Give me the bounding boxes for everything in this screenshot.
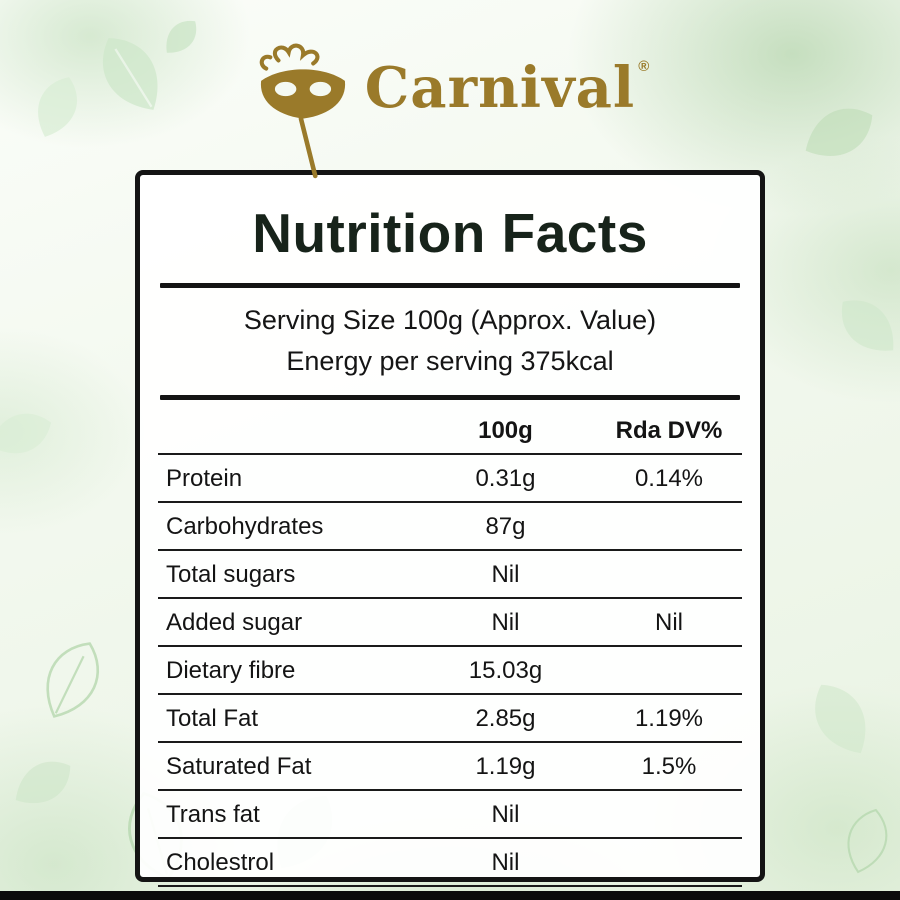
nutrient-dv: Nil [595, 598, 742, 647]
nutrient-amount: Nil [414, 838, 596, 887]
nutrient-name: Trans fat [158, 790, 415, 839]
carnival-mask-icon [259, 43, 345, 179]
nutrient-amount: Nil [414, 790, 596, 839]
nutrient-dv [595, 502, 742, 551]
nutrient-amount: 87g [414, 502, 596, 551]
nutrient-amount: Nil [414, 550, 596, 599]
leaf-outline-icon [46, 642, 100, 718]
leaf-decoration-icon [38, 77, 77, 137]
nutrient-amount: 0.31g [414, 454, 596, 503]
nutrient-name: Carbohydrates [158, 502, 415, 551]
nutrient-name: Protein [158, 454, 415, 503]
leaf-decoration-icon [15, 761, 71, 804]
nutrient-dv [595, 838, 742, 887]
nutrient-name: Saturated Fat [158, 742, 415, 791]
nutrient-dv [595, 550, 742, 599]
energy-line: Energy per serving 375kcal [286, 345, 614, 376]
table-row: Trans fat Nil [158, 790, 742, 839]
table-row: Added sugar Nil Nil [158, 598, 742, 647]
nutrient-amount: 1.19g [414, 742, 596, 791]
table-row: Dietary fibre 15.03g [158, 646, 742, 695]
nutrition-title: Nutrition Facts [252, 202, 648, 264]
title-divider [160, 283, 740, 288]
nutrient-amount: Nil [414, 598, 596, 647]
leaf-decoration-icon [805, 108, 873, 156]
brand-logo: Carnival ® [0, 34, 900, 180]
leaf-decoration-icon [166, 20, 197, 53]
nutrient-dv [595, 790, 742, 839]
bottom-edge-bar [0, 891, 900, 900]
leaf-decoration-icon [815, 684, 866, 754]
nutrient-dv: 0.14% [595, 454, 742, 503]
nutrition-facts-panel: Nutrition Facts Serving Size 100g (Appro… [135, 170, 765, 900]
table-row: Total sugars Nil [158, 550, 742, 599]
registered-trademark: ® [638, 58, 650, 75]
serving-size-line: Serving Size 100g (Approx. Value) [243, 305, 657, 335]
header-dv: Rda DV% [595, 404, 742, 455]
table-row: Cholestrol Nil [158, 838, 742, 887]
table-header-row: 100g Rda DV% [158, 404, 742, 455]
table-row: Saturated Fat 1.19g 1.5% [158, 742, 742, 791]
nutrient-dv: 1.19% [595, 694, 742, 743]
nutrient-amount: 15.03g [414, 646, 596, 695]
header-blank [158, 404, 415, 455]
table-row: Carbohydrates 87g [158, 502, 742, 551]
nutrient-name: Added sugar [158, 598, 415, 647]
leaf-outline-icon [847, 808, 888, 874]
table-row: Protein 0.31g 0.14% [158, 454, 742, 503]
leaf-decoration-icon [102, 38, 158, 110]
nutrient-name: Cholestrol [158, 838, 415, 887]
table-row: Total Fat 2.85g 1.19% [158, 694, 742, 743]
nutrient-name: Dietary fibre [158, 646, 415, 695]
header-amount: 100g [414, 404, 596, 455]
serving-divider [160, 395, 740, 400]
nutrient-name: Total sugars [158, 550, 415, 599]
nutrition-table: 100g Rda DV% Protein 0.31g 0.14% Carbohy… [158, 404, 742, 900]
leaf-decoration-icon [0, 413, 52, 454]
nutrient-amount: 2.85g [414, 694, 596, 743]
brand-name: Carnival [364, 55, 636, 121]
leaf-decoration-icon [841, 300, 894, 351]
nutrient-name: Total Fat [158, 694, 415, 743]
nutrient-dv: 1.5% [595, 742, 742, 791]
nutrient-dv [595, 646, 742, 695]
